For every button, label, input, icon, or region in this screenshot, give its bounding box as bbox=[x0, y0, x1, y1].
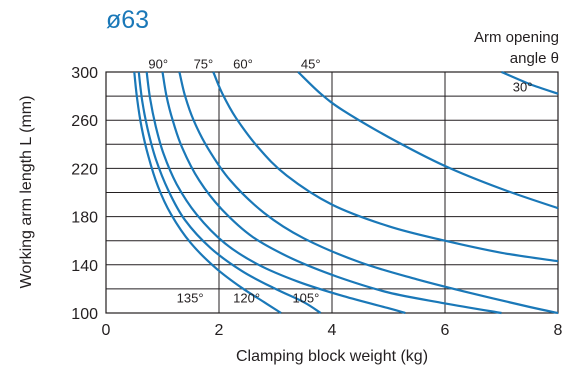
plot-frame bbox=[105, 71, 559, 314]
label-45-deg: 45° bbox=[301, 57, 321, 72]
chart-title: ø63 bbox=[106, 6, 149, 34]
curve-30-deg bbox=[501, 70, 559, 95]
curve-105-deg bbox=[145, 71, 406, 315]
x-tick-label: 6 bbox=[441, 322, 450, 339]
tick-labels: 0 2 4 6 8 100 140 180 220 260 300 bbox=[71, 65, 562, 339]
y-tick-label: 180 bbox=[71, 210, 98, 227]
x-axis-title: Clamping block weight (kg) bbox=[236, 348, 428, 365]
legend-title-line1: Arm opening bbox=[474, 29, 559, 46]
label-30-deg: 30° bbox=[513, 79, 533, 94]
label-105-deg: 105° bbox=[292, 290, 319, 305]
x-tick-label: 0 bbox=[102, 322, 111, 339]
legend-title-line2: angle θ bbox=[510, 50, 559, 67]
x-tick-label: 8 bbox=[554, 322, 563, 339]
curve-135-deg bbox=[133, 71, 282, 314]
gridlines bbox=[106, 72, 558, 313]
series-curves bbox=[133, 70, 559, 315]
label-135-deg: 135° bbox=[177, 290, 204, 305]
label-120-deg: 120° bbox=[233, 290, 260, 305]
y-tick-label: 260 bbox=[71, 113, 98, 130]
label-75-deg: 75° bbox=[194, 57, 214, 72]
label-60-deg: 60° bbox=[233, 57, 253, 72]
x-tick-label: 4 bbox=[328, 322, 337, 339]
y-tick-label: 300 bbox=[71, 65, 98, 82]
curve-annotations: 90° 75° 60° 45° 30° 135° 120° 105° bbox=[148, 57, 532, 306]
y-axis-title: Working arm length L (mm) bbox=[18, 96, 35, 289]
curve-60-deg bbox=[212, 71, 559, 263]
curve-75-deg bbox=[178, 71, 559, 315]
label-90-deg: 90° bbox=[148, 57, 168, 72]
y-tick-label: 220 bbox=[71, 161, 98, 178]
curve-120-deg bbox=[137, 71, 322, 314]
y-tick-label: 140 bbox=[71, 258, 98, 275]
y-tick-label: 100 bbox=[71, 306, 98, 323]
curve-45-deg bbox=[297, 71, 559, 210]
curve-90-deg bbox=[161, 71, 502, 315]
x-tick-label: 2 bbox=[215, 322, 224, 339]
